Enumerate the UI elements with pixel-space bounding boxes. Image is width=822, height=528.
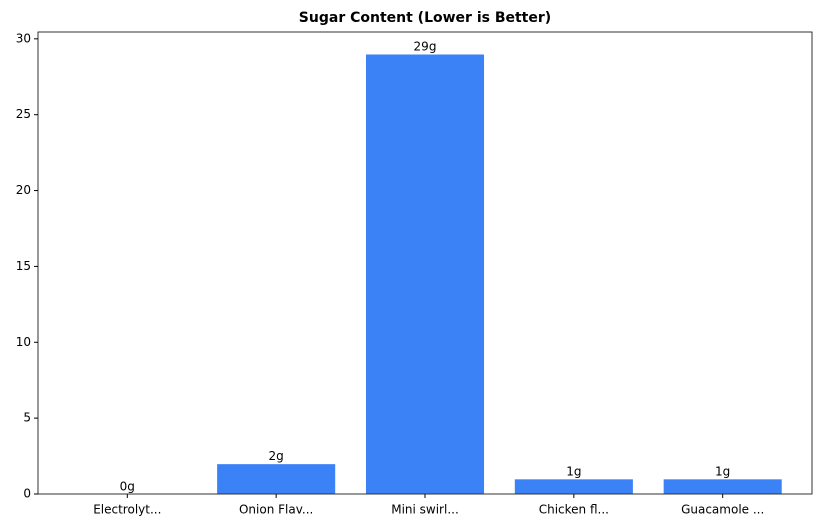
chart-title: Sugar Content (Lower is Better)	[299, 10, 551, 26]
x-tick-label: Guacamole ...	[681, 503, 764, 517]
y-tick-label: 15	[16, 259, 31, 273]
value-label: 29g	[414, 40, 437, 54]
y-tick-label: 0	[23, 487, 31, 501]
value-label: 1g	[566, 464, 581, 478]
x-tick-label: Mini swirl...	[391, 503, 459, 517]
value-label: 2g	[269, 449, 284, 463]
bar	[364, 53, 486, 495]
x-tick-label: Onion Flav...	[239, 503, 313, 517]
x-tick-label: Electrolyt...	[93, 503, 161, 517]
bar	[216, 463, 337, 495]
y-tick-label: 30	[16, 31, 31, 45]
y-tick-label: 5	[23, 411, 31, 425]
bar	[662, 478, 783, 495]
x-tick-label: Chicken fl...	[539, 503, 609, 517]
bar	[513, 478, 634, 495]
plot-frame	[37, 31, 813, 495]
y-tick-label: 20	[16, 183, 31, 197]
y-tick-label: 10	[16, 335, 31, 349]
y-tick-label: 25	[16, 107, 31, 121]
value-label: 0g	[120, 480, 135, 494]
value-label: 1g	[715, 464, 730, 478]
